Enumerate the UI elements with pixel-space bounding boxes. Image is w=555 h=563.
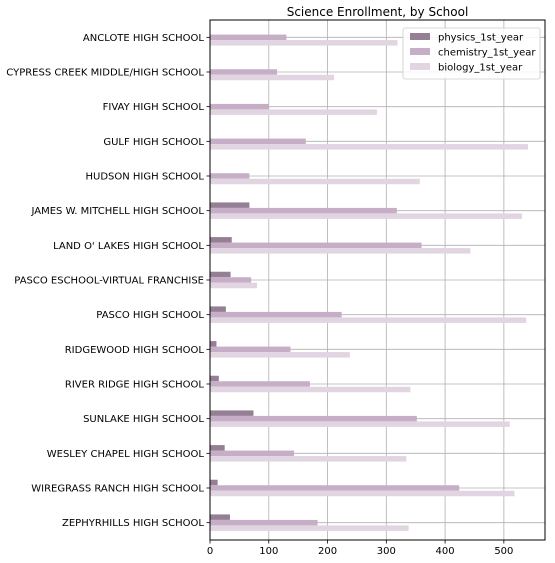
legend-label: physics_1st_year — [438, 33, 524, 44]
legend-swatch — [410, 33, 430, 40]
legend-box — [402, 27, 541, 80]
bar-biology_1st_year — [210, 456, 407, 462]
bar-chemistry_1st_year — [210, 138, 306, 145]
bar-biology_1st_year — [210, 178, 420, 185]
bar-physics_1st_year — [210, 375, 219, 382]
bar-biology_1st_year — [210, 109, 377, 115]
bar-biology_1st_year — [210, 74, 335, 81]
bar-chemistry_1st_year — [210, 277, 252, 283]
x-tick-label: 500 — [494, 546, 513, 557]
y-tick-label: ANCLOTE HIGH SCHOOL — [83, 33, 205, 44]
bar-chemistry_1st_year — [210, 69, 277, 75]
ticks-layer: 0 100 200 300 400 500 ANCLOTE HIGH SCHOOL CYPRE… — [6, 33, 513, 557]
bar-chemistry_1st_year — [210, 519, 318, 526]
bar-physics_1st_year — [210, 445, 225, 451]
grid-layer — [209, 20, 545, 540]
bar-chemistry_1st_year — [210, 34, 287, 41]
y-tick-label: PASCO HIGH SCHOOL — [96, 310, 204, 321]
bar-biology_1st_year — [210, 317, 527, 323]
bar-chemistry_1st_year — [210, 346, 291, 353]
bar-chemistry_1st_year — [210, 207, 397, 214]
x-tick-label: 200 — [318, 546, 337, 557]
bar-chemistry_1st_year — [210, 173, 250, 179]
y-tick-label: LAND O' LAKES HIGH SCHOOL — [53, 241, 204, 252]
bar-physics_1st_year — [210, 479, 218, 486]
y-tick-label: FIVAY HIGH SCHOOL — [103, 102, 205, 113]
bar-biology_1st_year — [210, 421, 510, 427]
bar-physics_1st_year — [210, 237, 232, 243]
bar-chemistry_1st_year — [210, 485, 460, 491]
bars-layer — [210, 34, 528, 531]
y-tick-label: CYPRESS CREEK MIDDLE/HIGH SCHOOL — [6, 68, 204, 79]
bar-biology_1st_year — [210, 490, 515, 497]
y-tick-label: GULF HIGH SCHOOL — [103, 137, 204, 148]
y-tick-label: SUNLAKE HIGH SCHOOL — [83, 414, 204, 425]
y-tick-label: PASCO ESCHOOL-VIRTUAL FRANCHISE — [14, 276, 204, 287]
bar-biology_1st_year — [210, 144, 528, 150]
bar-biology_1st_year — [210, 386, 411, 393]
y-tick-label: RIDGEWOOD HIGH SCHOOL — [65, 345, 205, 356]
bar-physics_1st_year — [210, 410, 254, 416]
bar-biology_1st_year — [210, 525, 409, 531]
x-tick-label: 300 — [377, 546, 396, 557]
bar-chemistry_1st_year — [210, 381, 310, 387]
legend-swatch — [410, 63, 430, 70]
y-tick-label: RIVER RIDGE HIGH SCHOOL — [65, 380, 205, 391]
y-tick-label: HUDSON HIGH SCHOOL — [86, 172, 205, 183]
legend: physics_1st_year chemistry_1st_yearbiolog… — [402, 27, 541, 80]
bar-biology_1st_year — [210, 248, 471, 254]
y-tick-label: WIREGRASS RANCH HIGH SCHOOL — [31, 484, 204, 495]
bar-chemistry_1st_year — [210, 415, 417, 422]
bar-biology_1st_year — [210, 282, 258, 289]
bar-physics_1st_year — [210, 514, 230, 520]
bar-biology_1st_year — [210, 40, 398, 46]
y-tick-label: ZEPHYRHILLS HIGH SCHOOL — [62, 518, 204, 529]
x-tick-label: 400 — [436, 546, 455, 557]
bar-chemistry_1st_year — [210, 103, 269, 110]
legend-swatch — [410, 48, 430, 55]
bar-physics_1st_year — [210, 271, 231, 278]
bar-physics_1st_year — [210, 341, 217, 347]
bar-chemistry_1st_year — [210, 242, 422, 249]
y-tick-label: JAMES W. MITCHELL HIGH SCHOOL — [30, 206, 204, 217]
y-tick-label: WESLEY CHAPEL HIGH SCHOOL — [47, 449, 205, 460]
bar-chemistry_1st_year — [210, 450, 295, 457]
x-tick-label: 100 — [259, 546, 278, 557]
bar-physics_1st_year — [210, 202, 250, 208]
legend-label: chemistry_1st_year — [438, 48, 536, 59]
legend-label: biology_1st_year — [438, 63, 523, 74]
x-tick-label: 0 — [207, 546, 213, 557]
bar-biology_1st_year — [210, 352, 350, 358]
bar-physics_1st_year — [210, 306, 226, 312]
bar-biology_1st_year — [210, 213, 523, 219]
chart-title: Science Enrollment, by School — [287, 5, 469, 19]
bar-chemistry_1st_year — [210, 311, 342, 318]
